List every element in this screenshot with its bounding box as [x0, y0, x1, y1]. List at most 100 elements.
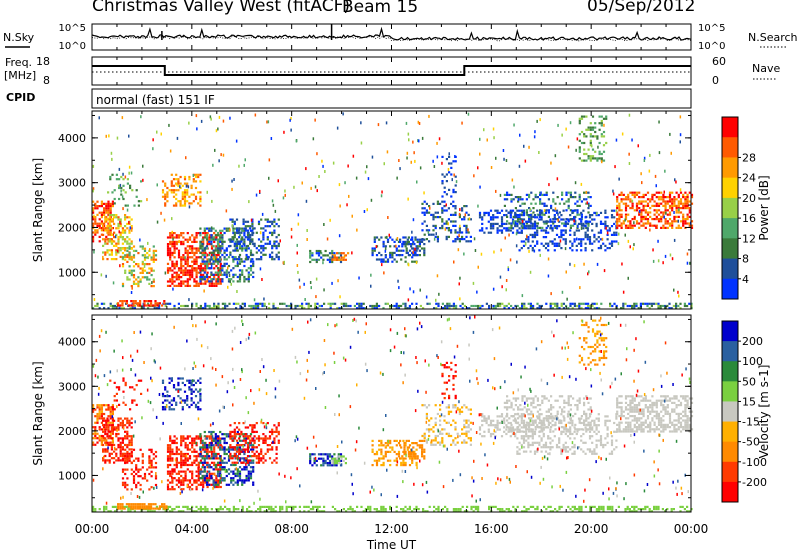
- echo-cell: [199, 280, 202, 283]
- echo-cell: [193, 441, 196, 445]
- echo-cell: [129, 386, 132, 389]
- echo-cell: [164, 395, 167, 398]
- echo-cell: [177, 479, 181, 482]
- echo-cell: [197, 390, 200, 393]
- echo-cell: [173, 452, 176, 456]
- echo-cell: [191, 276, 194, 279]
- echo-cell: [455, 180, 458, 184]
- echo-cell: [115, 251, 118, 254]
- echo-cell: [454, 213, 457, 216]
- echo-cell: [169, 474, 172, 478]
- echo-cell: [107, 211, 110, 214]
- echo-cell: [137, 263, 140, 266]
- echo-cell: [221, 245, 224, 248]
- echo-cell: [686, 196, 689, 199]
- echo-cell: [113, 399, 116, 402]
- echo-cell: [492, 127, 495, 131]
- echo-cell: [515, 232, 518, 236]
- echo-cell: [247, 271, 250, 274]
- echo-cell: [599, 220, 603, 223]
- echo-cell: [202, 251, 205, 254]
- echo-cell: [175, 273, 178, 276]
- echo-cell: [182, 256, 185, 259]
- echo-cell: [514, 304, 517, 308]
- echo-cell: [238, 422, 241, 425]
- echo-cell: [598, 307, 601, 310]
- echo-cell: [479, 152, 481, 156]
- echo-cell: [262, 231, 265, 234]
- echo-cell: [195, 236, 198, 239]
- echo-cell: [632, 247, 634, 251]
- echo-cell: [214, 234, 217, 237]
- echo-cell: [120, 175, 123, 179]
- echo-cell: [202, 267, 205, 270]
- echo-cell: [624, 226, 628, 229]
- echo-cell: [261, 278, 263, 281]
- echo-cell: [682, 204, 685, 207]
- echo-cell: [323, 288, 325, 292]
- echo-cell: [272, 203, 275, 207]
- echo-cell: [640, 202, 643, 205]
- echo-cell: [193, 267, 196, 270]
- echo-cell: [560, 214, 563, 217]
- echo-cell: [413, 249, 416, 252]
- echo-cell: [208, 455, 211, 458]
- echo-cell: [199, 282, 203, 285]
- echo-cell: [110, 227, 113, 230]
- echo-cell: [216, 238, 220, 241]
- echo-cell: [195, 249, 198, 252]
- echo-cell: [208, 470, 211, 473]
- echo-cell: [219, 278, 222, 281]
- echo-cell: [588, 242, 592, 245]
- echo-cell: [205, 234, 209, 237]
- echo-cell: [600, 157, 603, 160]
- echo-cell: [650, 304, 653, 308]
- echo-cell: [96, 304, 99, 308]
- echo-cell: [106, 249, 109, 252]
- echo-cell: [94, 443, 97, 446]
- echo-cell: [443, 175, 446, 178]
- echo-cell: [553, 238, 556, 241]
- echo-cell: [182, 488, 185, 491]
- echo-cell: [405, 247, 408, 250]
- echo-cell: [180, 450, 183, 453]
- echo-cell: [246, 437, 250, 440]
- echo-cell: [110, 443, 113, 447]
- echo-cell: [549, 302, 552, 305]
- echo-cell: [675, 304, 678, 308]
- echo-cell: [100, 421, 103, 424]
- echo-cell: [271, 247, 274, 250]
- echo-cell: [380, 236, 383, 239]
- echo-cell: [115, 454, 118, 458]
- echo-cell: [135, 263, 138, 266]
- echo-cell: [421, 211, 424, 214]
- echo-cell: [682, 196, 685, 199]
- echo-cell: [203, 249, 206, 252]
- echo-cell: [244, 441, 247, 444]
- echo-cell: [175, 260, 178, 263]
- echo-cell: [407, 298, 410, 302]
- echo-cell: [219, 238, 222, 241]
- echo-cell: [549, 218, 552, 221]
- echo-cell: [249, 441, 252, 444]
- echo-cell: [660, 215, 663, 218]
- echo-cell: [121, 446, 124, 449]
- echo-cell: [208, 437, 211, 440]
- echo-cell: [137, 252, 140, 255]
- echo-cell: [402, 236, 405, 239]
- echo-cell: [94, 304, 97, 308]
- echo-cell: [503, 304, 506, 308]
- echo-cell: [191, 265, 194, 268]
- echo-cell: [137, 481, 140, 484]
- echo-cell: [188, 406, 191, 409]
- echo-cell: [461, 307, 464, 310]
- echo-cell: [531, 225, 534, 228]
- echo-cell: [314, 304, 317, 308]
- echo-cell: [106, 441, 109, 444]
- echo-cell: [529, 214, 532, 217]
- echo-cell: [135, 466, 138, 469]
- echo-cell: [219, 245, 222, 248]
- echo-cell: [216, 435, 220, 438]
- echo-cell: [572, 224, 575, 227]
- echo-cell: [177, 282, 181, 285]
